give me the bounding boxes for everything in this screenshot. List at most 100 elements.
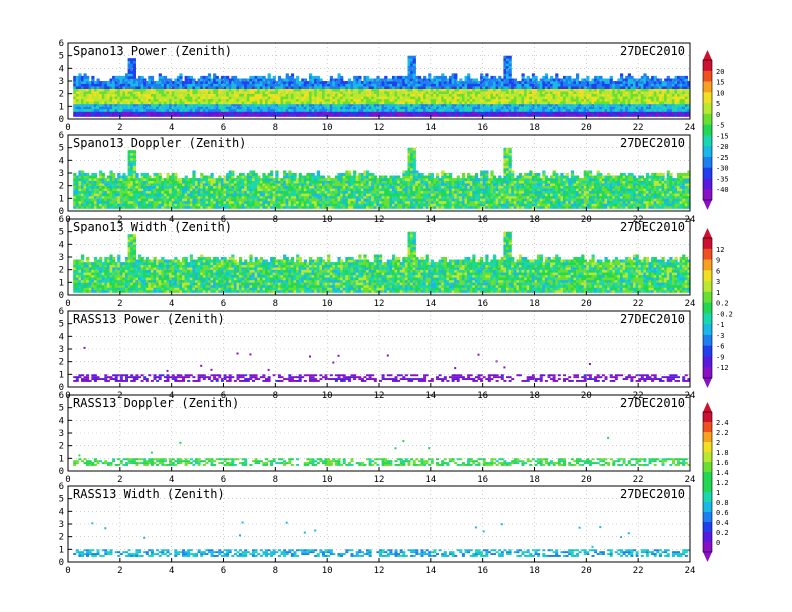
heatmap-cell xyxy=(267,180,271,184)
heatmap-cell xyxy=(83,78,87,82)
heatmap-cell xyxy=(88,83,92,87)
heatmap-cell xyxy=(150,83,155,87)
heatmap-cell xyxy=(456,106,460,110)
heatmap-cell xyxy=(625,81,629,84)
heatmap-cell xyxy=(275,108,279,112)
heatmap-cell xyxy=(684,91,688,94)
heatmap-cell xyxy=(112,83,116,87)
heatmap-cell xyxy=(314,101,318,105)
heatmap-cell xyxy=(617,106,621,110)
heatmap-cell xyxy=(529,81,533,84)
heatmap-cell xyxy=(454,75,458,79)
heatmap-cell xyxy=(493,98,497,102)
heatmap-cell xyxy=(75,93,79,97)
heatmap-cell xyxy=(539,88,543,92)
heatmap-cell xyxy=(591,108,595,112)
heatmap-cell xyxy=(288,81,292,84)
heatmap-cell xyxy=(272,188,276,192)
heatmap-cell xyxy=(143,180,147,184)
heatmap-cell xyxy=(451,75,455,79)
heatmap-cell xyxy=(122,203,126,207)
heatmap-cell xyxy=(627,83,631,87)
heatmap-cell xyxy=(314,86,318,89)
heatmap-cell xyxy=(373,86,377,89)
heatmap-cell xyxy=(625,113,629,117)
heatmap-cell xyxy=(557,88,561,92)
heatmap-cell xyxy=(257,91,261,94)
heatmap-cell xyxy=(355,88,359,92)
heatmap-cell xyxy=(677,86,681,89)
heatmap-cell xyxy=(223,203,227,207)
heatmap-cell xyxy=(381,81,385,84)
heatmap-cell xyxy=(643,98,647,102)
heatmap-cell xyxy=(651,88,655,92)
heatmap-cell xyxy=(557,78,561,82)
heatmap-cell xyxy=(381,103,385,107)
heatmap-cell xyxy=(467,103,471,107)
heatmap-cell xyxy=(145,188,149,192)
heatmap-cell xyxy=(81,190,85,194)
heatmap-cell xyxy=(666,96,670,100)
heatmap-cell xyxy=(174,205,178,209)
heatmap-cell xyxy=(345,101,349,105)
heatmap-cell xyxy=(73,108,77,112)
heatmap-cell xyxy=(265,103,269,107)
heatmap-cell xyxy=(187,93,191,97)
heatmap-cell xyxy=(454,78,458,82)
heatmap-cell xyxy=(210,106,214,110)
heatmap-cell xyxy=(342,106,346,110)
heatmap-cell xyxy=(241,93,245,97)
heatmap-cell xyxy=(671,103,676,107)
heatmap-cell xyxy=(262,183,266,186)
heatmap-cell xyxy=(324,93,328,97)
heatmap-cell xyxy=(635,98,639,102)
heatmap-cell xyxy=(220,178,225,181)
heatmap-cell xyxy=(252,81,256,84)
heatmap-cell xyxy=(96,203,100,207)
heatmap-cell xyxy=(563,98,567,102)
heatmap-cell xyxy=(153,108,157,112)
heatmap-cell xyxy=(389,81,393,84)
heatmap-cell xyxy=(493,93,497,97)
heatmap-cell xyxy=(189,75,193,79)
heatmap-cell xyxy=(669,98,673,102)
heatmap-cell xyxy=(399,75,403,79)
heatmap-cell xyxy=(233,88,238,92)
heatmap-cell xyxy=(127,180,131,184)
heatmap-cell xyxy=(213,98,217,102)
heatmap-cell xyxy=(226,86,230,89)
heatmap-cell xyxy=(236,103,240,107)
heatmap-cell xyxy=(531,93,536,97)
heatmap-cell xyxy=(285,173,289,176)
heatmap-cell xyxy=(114,190,118,194)
heatmap-cell xyxy=(192,113,196,117)
heatmap-cell xyxy=(171,200,175,204)
heatmap-cell xyxy=(117,78,121,82)
heatmap-cell xyxy=(187,185,191,189)
heatmap-cell xyxy=(83,111,87,115)
heatmap-cell xyxy=(687,91,690,94)
heatmap-cell xyxy=(114,81,118,84)
heatmap-cell xyxy=(138,190,142,194)
heatmap-cell xyxy=(145,200,149,204)
heatmap-cell xyxy=(270,96,274,100)
heatmap-cell xyxy=(254,98,258,102)
heatmap-cell xyxy=(417,103,422,107)
heatmap-cell xyxy=(404,78,409,82)
heatmap-cell xyxy=(140,188,144,192)
heatmap-cell xyxy=(677,111,681,115)
heatmap-cell xyxy=(272,103,276,107)
heatmap-cell xyxy=(290,185,295,189)
heatmap-cell xyxy=(127,88,131,92)
heatmap-cell xyxy=(443,88,447,92)
heatmap-cell xyxy=(386,83,390,87)
heatmap-cell xyxy=(75,188,79,192)
heatmap-cell xyxy=(290,178,295,181)
heatmap-cell xyxy=(104,193,108,197)
heatmap-cell xyxy=(604,78,608,82)
heatmap-cell xyxy=(438,98,442,102)
heatmap-cell xyxy=(490,75,494,79)
heatmap-cell xyxy=(257,180,261,184)
heatmap-cell xyxy=(244,185,248,189)
heatmap-cell xyxy=(73,93,77,97)
